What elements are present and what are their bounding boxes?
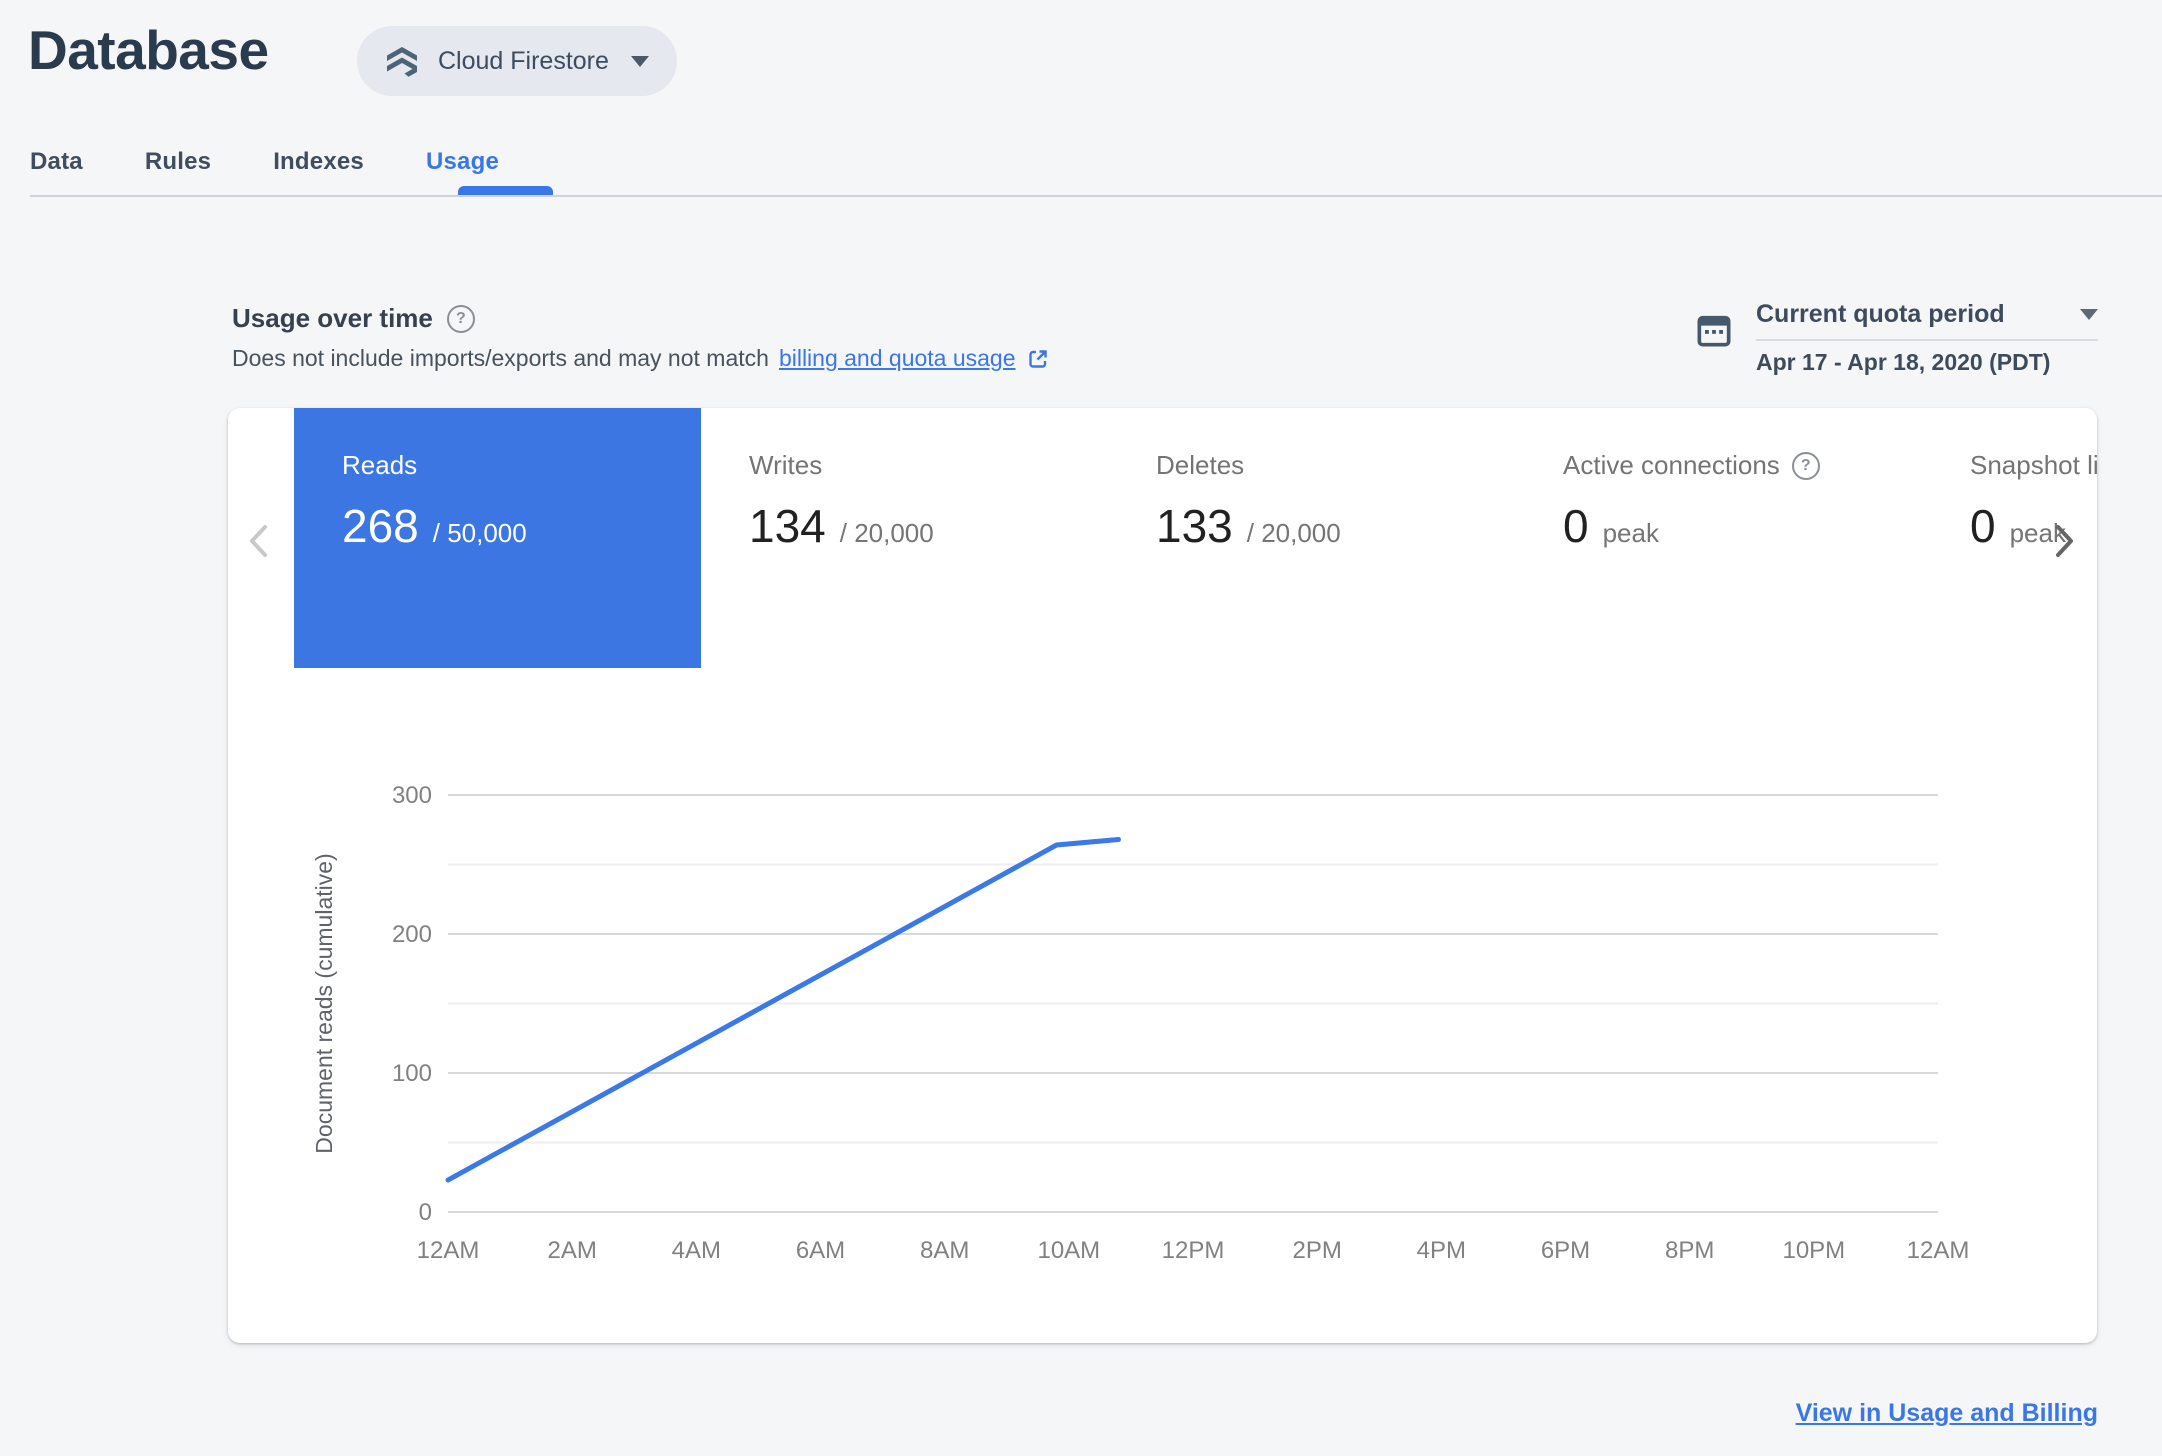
- metric-card-active-connections[interactable]: Active connections ? 0 peak: [1515, 408, 1922, 668]
- usage-over-time-heading: Usage over time ?: [232, 303, 475, 334]
- metric-cards: Reads 268 / 50,000 Writes 134 / 20,000 D…: [294, 408, 2097, 668]
- x-axis-tick-label: 2AM: [547, 1237, 596, 1264]
- tab-bar: Data Rules Indexes Usage: [30, 148, 561, 176]
- metric-unit: peak: [1602, 518, 1659, 548]
- x-axis-tick-label: 2PM: [1292, 1237, 1341, 1264]
- calendar-icon: [1694, 310, 1734, 350]
- carousel-next-button[interactable]: [2043, 518, 2083, 564]
- view-in-usage-and-billing-link[interactable]: View in Usage and Billing: [1795, 1399, 2098, 1427]
- y-axis-tick-label: 100: [392, 1060, 432, 1087]
- x-axis-tick-label: 12AM: [1907, 1237, 1970, 1264]
- metric-label: Reads: [342, 450, 418, 480]
- chevron-down-icon: [630, 55, 649, 67]
- usage-line-chart: 0 100 200 300 12AM 2AM 4AM 6AM 8AM 10AM 12PM 2PM 4PM…: [311, 782, 1970, 1264]
- metric-label: Active connections: [1563, 450, 1780, 480]
- x-axis-tick-label: 8PM: [1665, 1237, 1714, 1264]
- x-axis-tick-label: 6PM: [1541, 1237, 1590, 1264]
- metric-value: 0: [1563, 500, 1589, 552]
- metric-value: 0: [1970, 500, 1996, 552]
- y-axis-tick-label: 0: [419, 1199, 432, 1226]
- metric-limit: / 20,000: [839, 518, 934, 548]
- tab-rules[interactable]: Rules: [144, 148, 212, 175]
- usage-panel: Reads 268 / 50,000 Writes 134 / 20,000 D…: [228, 408, 2097, 1343]
- x-axis-tick-label: 6AM: [796, 1237, 845, 1264]
- metric-unit: peak: [2009, 518, 2066, 548]
- x-axis-tick-label: 10AM: [1037, 1237, 1100, 1264]
- tab-indexes[interactable]: Indexes: [273, 148, 364, 175]
- metric-label: Writes: [749, 450, 823, 480]
- x-axis-tick-label: 10PM: [1782, 1237, 1845, 1264]
- product-selector[interactable]: Cloud Firestore: [357, 26, 677, 96]
- metric-card-writes[interactable]: Writes 134 / 20,000: [701, 408, 1108, 668]
- x-axis-tick-label: 4PM: [1417, 1237, 1466, 1264]
- x-axis-tick-label: 12AM: [417, 1237, 480, 1264]
- tab-data[interactable]: Data: [30, 148, 83, 175]
- x-axis-tick-label: 4AM: [672, 1237, 721, 1264]
- y-axis-tick-label: 200: [392, 921, 432, 948]
- metric-card-reads[interactable]: Reads 268 / 50,000: [294, 408, 701, 668]
- metric-value: 268: [342, 500, 419, 552]
- product-selector-label: Cloud Firestore: [438, 46, 609, 75]
- x-axis-tick-label: 8AM: [920, 1237, 969, 1264]
- metric-limit: / 50,000: [432, 518, 527, 548]
- usage-over-time-label: Usage over time: [232, 303, 433, 333]
- usage-subtitle: Does not include imports/exports and may…: [232, 345, 1050, 372]
- metric-label: Snapshot listeners: [1970, 450, 2097, 480]
- usage-subtitle-text: Does not include imports/exports and may…: [232, 345, 769, 371]
- external-link-icon: [1026, 347, 1050, 371]
- metric-value: 134: [749, 500, 826, 552]
- page-title: Database: [28, 19, 269, 81]
- metric-limit: / 20,000: [1246, 518, 1341, 548]
- billing-and-quota-usage-link[interactable]: billing and quota usage: [778, 345, 1016, 371]
- y-axis-tick-label: 300: [392, 782, 432, 809]
- chevron-down-icon: [2080, 309, 2098, 320]
- carousel-previous-button[interactable]: [240, 518, 280, 564]
- active-tab-indicator: [458, 186, 553, 195]
- metric-card-deletes[interactable]: Deletes 133 / 20,000: [1108, 408, 1515, 668]
- metric-value: 133: [1156, 500, 1233, 552]
- x-axis-tick-label: 12PM: [1162, 1237, 1225, 1264]
- metric-label: Deletes: [1156, 450, 1245, 480]
- quota-period-dropdown[interactable]: Current quota period: [1756, 300, 2098, 341]
- tab-bar-divider: [30, 195, 2162, 197]
- quota-period-range: Apr 17 - Apr 18, 2020 (PDT): [1756, 349, 2051, 375]
- y-axis-title: Document reads (cumulative): [311, 853, 337, 1153]
- help-icon[interactable]: ?: [1791, 451, 1820, 480]
- quota-period-selector: Current quota period Apr 17 - Apr 18, 20…: [1694, 300, 2098, 376]
- reads-line-series: [445, 836, 1121, 1183]
- quota-period-label: Current quota period: [1756, 300, 2005, 328]
- help-icon[interactable]: ?: [446, 304, 475, 333]
- firestore-icon: [383, 42, 421, 80]
- tab-usage[interactable]: Usage: [425, 148, 500, 175]
